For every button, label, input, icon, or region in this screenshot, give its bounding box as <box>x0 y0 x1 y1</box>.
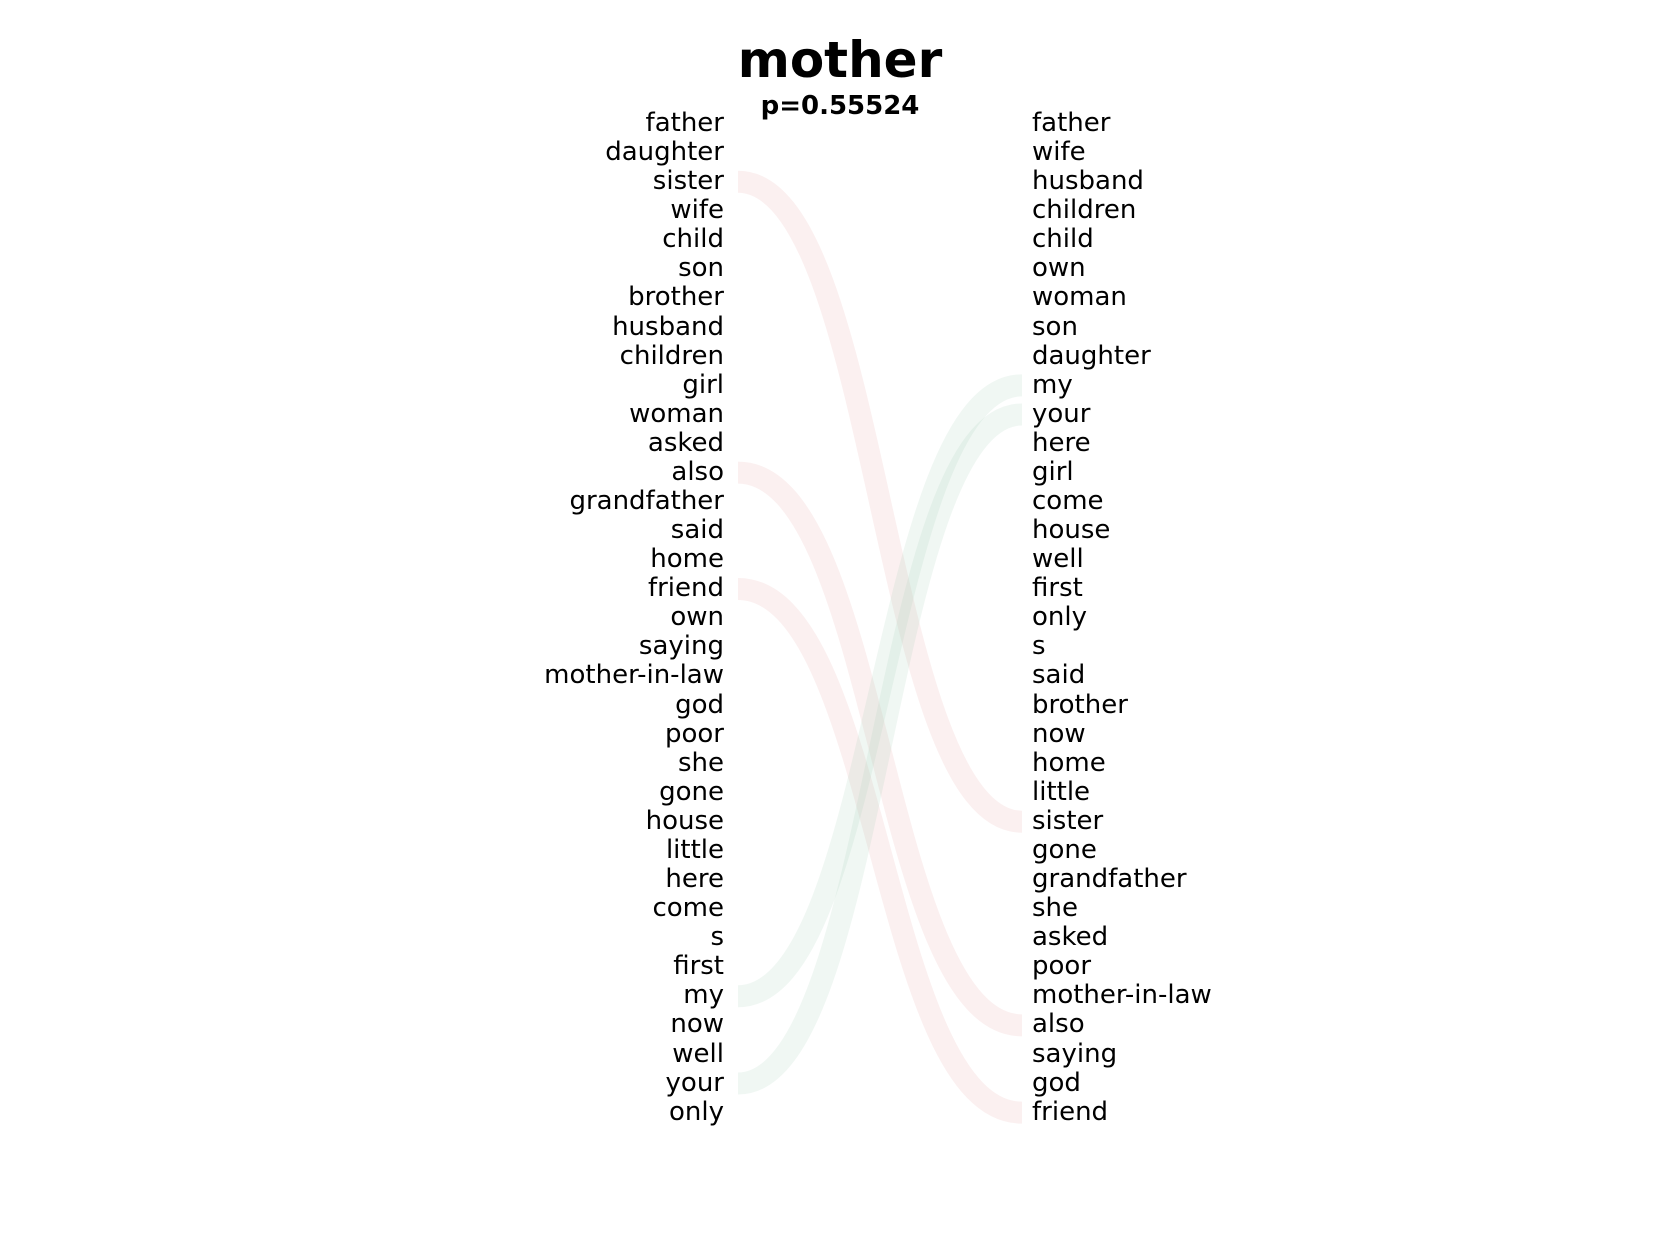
link-curve-sister <box>736 170 1024 833</box>
left-word: first <box>673 951 724 982</box>
right-word: woman <box>1032 282 1127 313</box>
left-word: son <box>678 253 724 284</box>
right-word: s <box>1032 631 1046 662</box>
right-word: husband <box>1032 166 1144 197</box>
left-word: home <box>650 544 724 575</box>
right-word: girl <box>1032 456 1074 487</box>
right-word: only <box>1032 602 1087 633</box>
left-word: said <box>670 515 724 546</box>
left-word: my <box>683 980 724 1011</box>
right-word: wife <box>1032 137 1086 168</box>
right-word: my <box>1032 369 1073 400</box>
diagram-title: mother <box>737 31 943 89</box>
right-word: your <box>1032 398 1091 429</box>
left-word: she <box>677 747 724 778</box>
left-word: god <box>675 689 724 720</box>
right-word: house <box>1032 515 1111 546</box>
right-word: mother-in-law <box>1032 980 1212 1011</box>
right-word: said <box>1032 660 1086 691</box>
left-word: brother <box>628 282 724 313</box>
left-word: friend <box>647 573 724 604</box>
left-word: gone <box>659 776 724 807</box>
left-word: s <box>710 922 724 953</box>
right-word: god <box>1032 1067 1081 1098</box>
left-word: wife <box>670 195 724 226</box>
right-word: little <box>1032 776 1091 807</box>
left-word: asked <box>647 427 724 458</box>
right-word: children <box>1032 195 1137 226</box>
left-word: husband <box>612 311 724 342</box>
left-word: daughter <box>605 137 724 168</box>
link-curve-also <box>736 461 1024 1037</box>
right-word: daughter <box>1032 340 1151 371</box>
left-word: saying <box>638 631 724 662</box>
left-word: own <box>670 602 724 633</box>
left-word: child <box>662 224 724 255</box>
left-word: also <box>671 456 724 487</box>
left-word: sister <box>652 166 724 197</box>
right-word: gone <box>1032 834 1097 865</box>
left-word: house <box>645 805 724 836</box>
right-word: grandfather <box>1032 864 1187 895</box>
left-word: here <box>665 864 724 895</box>
right-word-list: father wife husband children child own woman so… <box>1032 108 1292 1127</box>
left-word: children <box>619 340 724 371</box>
link-curve-your <box>736 403 1024 1095</box>
left-word: come <box>652 893 724 924</box>
right-word: also <box>1032 1009 1085 1040</box>
left-word-list: father daughter sister wife child son brother h… <box>464 108 724 1127</box>
right-word: home <box>1032 747 1106 778</box>
right-word: own <box>1032 253 1086 284</box>
right-word: come <box>1032 486 1104 517</box>
right-word: sister <box>1032 805 1104 836</box>
right-word: saying <box>1032 1038 1118 1069</box>
right-word: child <box>1032 224 1094 255</box>
right-word: well <box>1032 544 1084 575</box>
left-word: woman <box>629 398 724 429</box>
left-word: well <box>672 1038 724 1069</box>
right-word: brother <box>1032 689 1128 720</box>
left-word: mother-in-law <box>544 660 724 691</box>
right-word: poor <box>1032 951 1092 982</box>
right-word: friend <box>1032 1096 1109 1127</box>
right-word: asked <box>1032 922 1109 953</box>
link-curve-my <box>736 374 1024 1008</box>
link-curve-friend <box>736 577 1024 1124</box>
left-word: only <box>669 1096 724 1127</box>
left-word: poor <box>664 718 724 749</box>
left-word: your <box>665 1067 724 1098</box>
left-word: now <box>670 1009 724 1040</box>
right-word: she <box>1032 893 1079 924</box>
left-word: grandfather <box>569 486 724 517</box>
right-word: father <box>1032 108 1111 138</box>
right-word: here <box>1032 427 1091 458</box>
right-word: son <box>1032 311 1078 342</box>
left-word: little <box>665 834 724 865</box>
left-word: father <box>645 108 724 138</box>
right-word: first <box>1032 573 1083 604</box>
left-word: girl <box>682 369 724 400</box>
right-word: now <box>1032 718 1086 749</box>
diagram-subtitle: p=0.55524 <box>760 91 920 121</box>
